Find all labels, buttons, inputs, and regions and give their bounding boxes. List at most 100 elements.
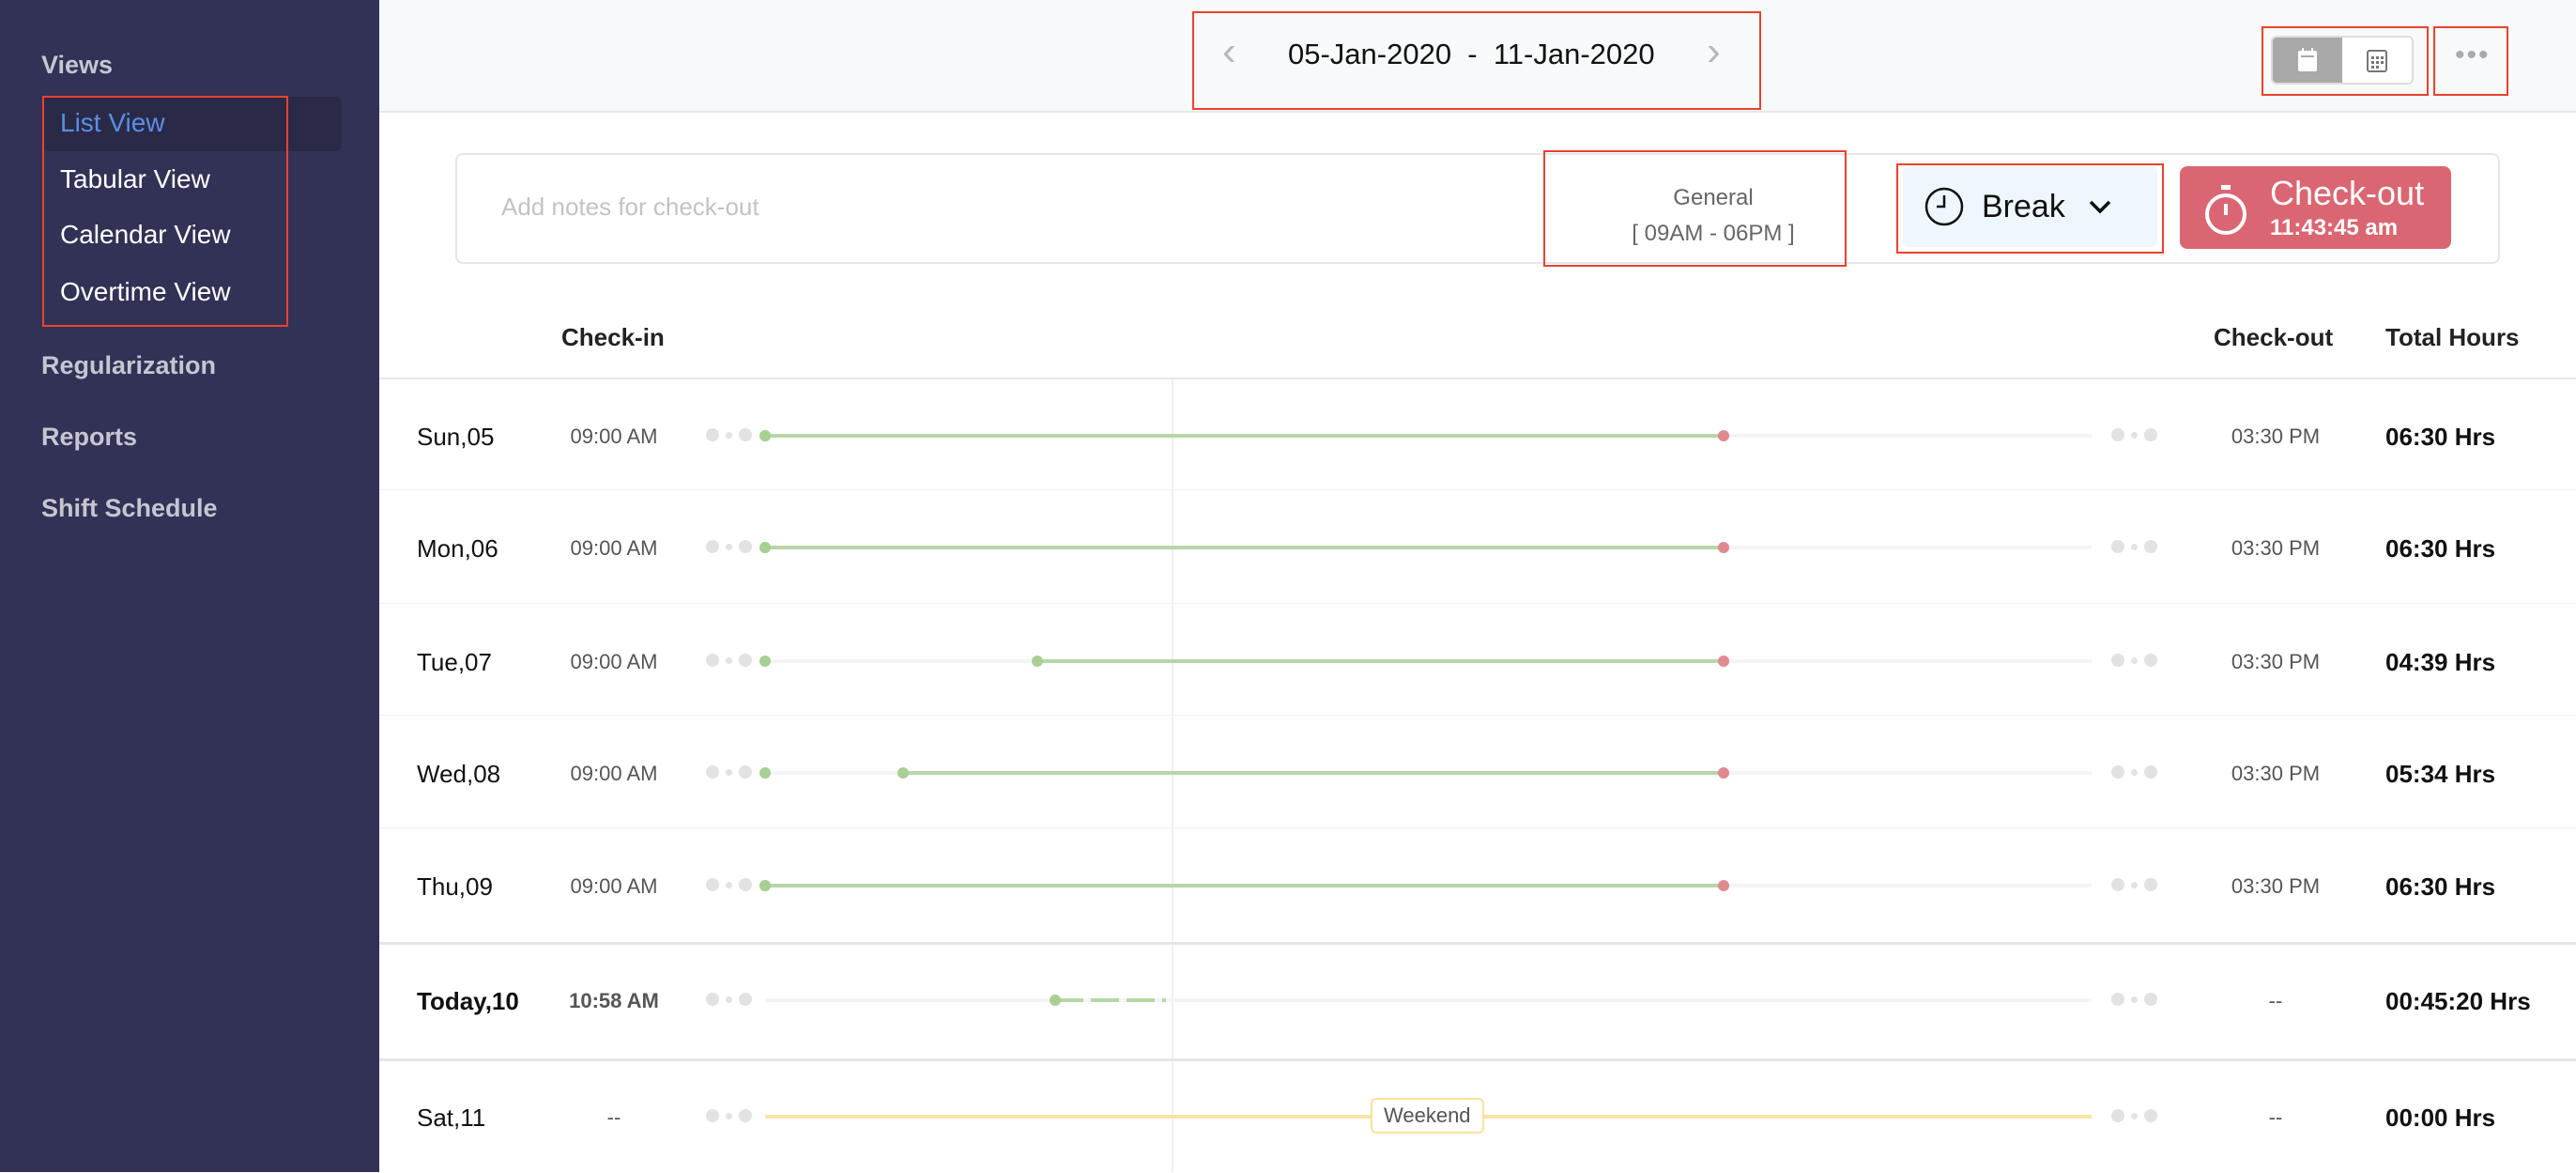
- row-divider: [379, 942, 2576, 945]
- timeline-end-dots: [2111, 540, 2157, 553]
- notes-input[interactable]: Add notes for check-out: [501, 193, 759, 221]
- checkin-time: 09:00 AM: [570, 650, 658, 673]
- checkout-point: [1717, 430, 1729, 441]
- stopwatch-icon: [2205, 185, 2246, 235]
- sidebar-item-list-view[interactable]: List View: [60, 108, 165, 137]
- timeline-start-dots: [706, 765, 752, 779]
- checkout-time: 03:30 PM: [2231, 874, 2321, 898]
- total-hours: 06:30 Hrs: [2385, 534, 2496, 563]
- sidebar-item-tabular-view[interactable]: Tabular View: [60, 164, 210, 193]
- checkin-point: [1049, 995, 1061, 1006]
- column-header-checkin: Check-in: [561, 323, 665, 351]
- checkin-time: 10:58 AM: [569, 989, 659, 1012]
- row-divider: [379, 827, 2576, 828]
- checkin-time: --: [606, 1105, 621, 1129]
- list-calendar-icon[interactable]: [2273, 38, 2342, 83]
- timeline-start-dots: [706, 428, 752, 441]
- view-toggle[interactable]: [2271, 36, 2414, 85]
- checkin-point: [759, 430, 771, 441]
- table-row: Tue,07 09:00 AM 03:30 PM 04:39 Hrs: [379, 605, 2576, 718]
- timeline-track: [765, 998, 2092, 1002]
- break-label: Break: [1982, 188, 2065, 224]
- shift-name: General: [1673, 185, 1754, 210]
- total-hours: 00:45:20 Hrs: [2385, 987, 2531, 1015]
- worked-segment-ongoing: [1054, 998, 1166, 1002]
- checkout-point: [1717, 542, 1729, 553]
- checkin-point: [1032, 656, 1044, 667]
- checkin-time: 09:00 AM: [570, 874, 658, 898]
- worked-segment: [902, 771, 1724, 775]
- timeline-start-dots: [706, 654, 752, 667]
- day-label: Today,10: [417, 987, 519, 1015]
- checkout-point: [1717, 656, 1729, 667]
- header: [379, 0, 2576, 113]
- checkout-label: Check-out: [2270, 174, 2425, 212]
- checkout-card: [455, 153, 2500, 264]
- checkin-point: [897, 767, 909, 779]
- month-calendar-icon[interactable]: [2342, 38, 2412, 83]
- row-divider: [379, 489, 2576, 490]
- column-header-checkout: Check-out: [2214, 323, 2334, 351]
- checkout-button[interactable]: Check-out 11:43:45 am: [2180, 166, 2451, 249]
- active-item-highlight: [43, 97, 342, 151]
- table-row: Sat,11 -- Weekend -- 00:00 Hrs: [379, 1060, 2576, 1173]
- sidebar-item-overtime-view[interactable]: Overtime View: [60, 277, 231, 306]
- day-label: Sat,11: [417, 1104, 486, 1132]
- column-header-total-hours: Total Hours: [2385, 323, 2520, 351]
- row-divider: [379, 1058, 2576, 1061]
- row-divider: [379, 603, 2576, 604]
- checkout-time: 03:30 PM: [2231, 424, 2321, 448]
- day-label: Wed,08: [417, 760, 501, 788]
- timeline-end-dots: [2111, 428, 2157, 441]
- views-heading: Views: [41, 51, 114, 79]
- table-row: Wed,08 09:00 AM 03:30 PM 05:34 Hrs: [379, 717, 2576, 829]
- shift-start-point: [759, 656, 771, 667]
- chevron-left-icon[interactable]: ‹: [1222, 28, 1236, 74]
- timeline-start-dots: [706, 878, 752, 891]
- table-row: Sun,05 09:00 AM 03:30 PM 06:30 Hrs: [379, 379, 2576, 492]
- checkout-time: 11:43:45 am: [2270, 215, 2399, 240]
- checkout-time: --: [2268, 1105, 2283, 1129]
- sidebar-item-calendar-view[interactable]: Calendar View: [60, 220, 231, 249]
- timeline-end-dots: [2111, 993, 2157, 1006]
- day-label: Tue,07: [417, 648, 492, 676]
- timeline-end-dots: [2111, 654, 2157, 667]
- checkout-time: 03:30 PM: [2231, 536, 2321, 560]
- day-label: Thu,09: [417, 872, 493, 901]
- timeline-start-dots: [706, 540, 752, 553]
- worked-segment: [765, 884, 1724, 887]
- sidebar-item-shift-schedule[interactable]: Shift Schedule: [41, 494, 218, 522]
- more-options-icon[interactable]: •••: [2455, 39, 2491, 70]
- day-label: Sun,05: [417, 423, 495, 451]
- clock-icon: [1924, 187, 1964, 226]
- checkout-time: --: [2268, 989, 2283, 1012]
- sidebar-item-reports[interactable]: Reports: [41, 423, 138, 451]
- total-hours: 06:30 Hrs: [2385, 423, 2496, 451]
- total-hours: 06:30 Hrs: [2385, 872, 2496, 901]
- sidebar: Views List View Tabular View Calendar Vi…: [0, 0, 379, 1172]
- date-range: 05-Jan-2020 - 11-Jan-2020: [1288, 38, 1655, 70]
- table-row: Mon,06 09:00 AM 03:30 PM 06:30 Hrs: [379, 491, 2576, 604]
- chevron-down-icon: [2089, 200, 2111, 214]
- shift-start-point: [759, 767, 771, 779]
- divider: [379, 378, 2576, 379]
- timeline-end-dots: [2111, 878, 2157, 891]
- table-row: Thu,09 09:00 AM 03:30 PM 06:30 Hrs: [379, 829, 2576, 942]
- checkin-point: [759, 880, 771, 891]
- worked-segment: [1037, 659, 1724, 663]
- timeline-end-dots: [2111, 765, 2157, 779]
- current-time-line: [1172, 379, 1173, 1172]
- timeline-start-dots: [706, 1109, 752, 1122]
- total-hours: 05:34 Hrs: [2385, 760, 2496, 788]
- chevron-right-icon[interactable]: ›: [1707, 28, 1721, 74]
- checkin-time: 09:00 AM: [570, 536, 658, 560]
- row-divider: [379, 715, 2576, 716]
- checkout-time: 03:30 PM: [2231, 762, 2321, 785]
- break-button[interactable]: Break: [1903, 166, 2157, 247]
- checkin-time: 09:00 AM: [570, 424, 658, 448]
- timeline-start-dots: [706, 993, 752, 1006]
- checkout-point: [1717, 767, 1729, 779]
- table-row: Today,10 10:58 AM -- 00:45:20 Hrs: [379, 944, 2576, 1057]
- shift-time: [ 09AM - 06PM ]: [1632, 221, 1795, 246]
- sidebar-item-regularization[interactable]: Regularization: [41, 351, 217, 379]
